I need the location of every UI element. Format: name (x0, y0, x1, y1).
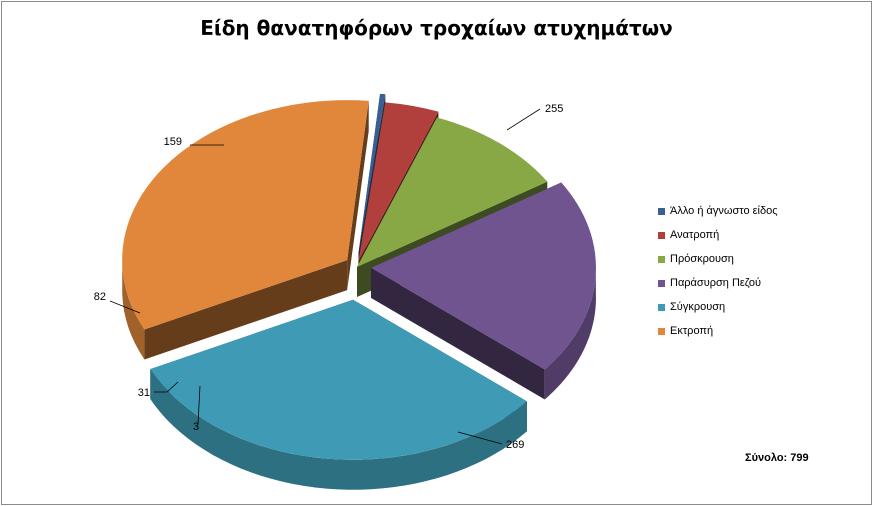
slice-rollover (358, 102, 439, 262)
slice-pedestrian (370, 182, 596, 370)
slice-collision-object (357, 117, 548, 267)
legend-swatch (658, 207, 665, 215)
legend: Άλλο ή άγνωστο είδος Ανατροπή Πρόσκρουση Πα… (658, 199, 778, 343)
data-label-collision-object: 82 (94, 291, 106, 303)
slice-run-off-road (122, 100, 369, 330)
total-label: Σύνολο: 799 (745, 452, 809, 464)
leader-line-rollover (154, 381, 179, 393)
slice-other-unknown (358, 93, 386, 254)
leader-line-collision (506, 108, 541, 131)
legend-swatch (658, 231, 665, 239)
legend-label: Άλλο ή άγνωστο είδος (670, 205, 778, 217)
slice-side-run-off-road (122, 100, 369, 360)
data-label-run-off-road: 269 (506, 439, 524, 451)
legend-label: Πρόσκρουση (670, 253, 734, 265)
leader-line-run-off-road (457, 431, 503, 445)
legend-item-other-unknown: Άλλο ή άγνωστο είδος (658, 199, 778, 223)
leader-line-collision-object (109, 300, 141, 314)
legend-item-collision-object: Πρόσκρουση (658, 247, 778, 271)
legend-swatch (658, 279, 665, 287)
legend-swatch (658, 303, 665, 311)
legend-item-run-off-road: Εκτροπή (658, 319, 778, 343)
data-label-collision: 255 (545, 103, 563, 115)
legend-swatch (658, 327, 665, 335)
legend-label: Ανατροπή (670, 229, 720, 241)
legend-item-pedestrian: Παράσυρση Πεζού (658, 271, 778, 295)
legend-label: Εκτροπή (670, 325, 714, 337)
data-label-rollover: 31 (138, 387, 150, 399)
data-label-other-unknown: 3 (193, 421, 199, 433)
legend-item-collision: Σύγκρουση (658, 295, 778, 319)
chart-title: Είδη θανατηφόρων τροχαίων ατυχημάτων (200, 16, 673, 40)
leader-line-other-unknown (197, 385, 201, 425)
legend-swatch (658, 255, 665, 263)
data-label-pedestrian: 159 (164, 136, 182, 148)
slice-collision (150, 299, 527, 460)
legend-item-rollover: Ανατροπή (658, 223, 778, 247)
legend-label: Σύγκρουση (670, 301, 726, 313)
legend-label: Παράσυρση Πεζού (670, 277, 762, 289)
